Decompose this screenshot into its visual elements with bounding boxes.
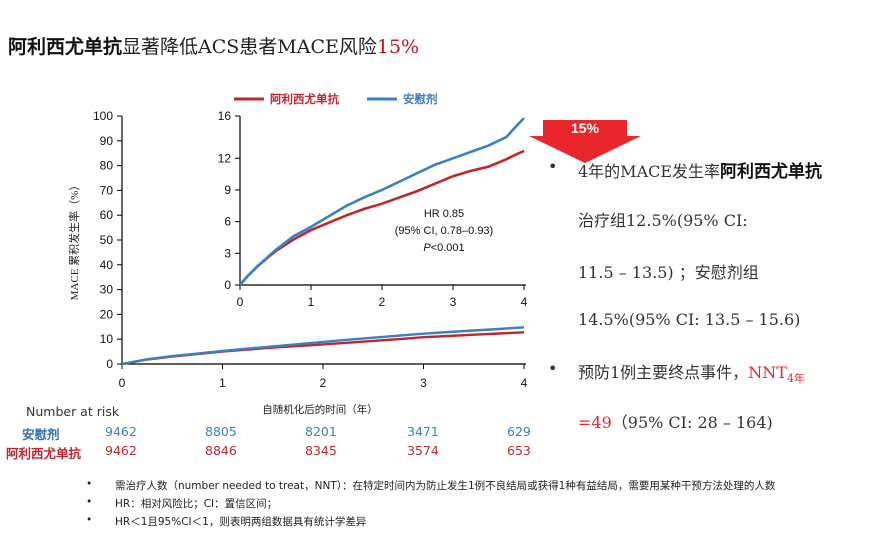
x-tick-label: 4 bbox=[521, 376, 528, 390]
finding-2-nnt-value: =49 bbox=[578, 413, 612, 432]
hr-ci-label: (95% CI, 0.78–0.93) bbox=[395, 225, 493, 237]
risk-row-label-placebo: 安慰剂 bbox=[22, 427, 60, 442]
y-tick-label: 90 bbox=[100, 134, 114, 148]
inset-x-tick-label: 3 bbox=[450, 295, 457, 309]
main-series-drug bbox=[121, 331, 525, 366]
finding-2-ci: （95% CI: 28 – 164) bbox=[611, 413, 773, 432]
y-tick-label: 70 bbox=[100, 183, 114, 197]
finding-1-line2: 治疗组12.5%(95% CI: bbox=[578, 211, 748, 230]
risk-value: 629 bbox=[507, 424, 531, 439]
bullet-icon: • bbox=[86, 514, 93, 526]
title-percent: 15% bbox=[376, 36, 420, 58]
footnote-1: 需治疗人数（number needed to treat，NNT）：在特定时间内… bbox=[115, 480, 776, 492]
x-tick-label: 0 bbox=[119, 376, 126, 390]
inset-y-tick-label: 12 bbox=[218, 151, 232, 165]
x-tick-label: 2 bbox=[320, 376, 327, 390]
title-drug: 阿利西尤单抗 bbox=[8, 36, 123, 58]
risk-value: 653 bbox=[507, 443, 531, 458]
y-tick-label: 80 bbox=[100, 159, 114, 173]
inset-x-tick-label: 1 bbox=[308, 295, 315, 309]
inset-y-tick-label: 9 bbox=[224, 183, 231, 197]
footnote-3: HR＜1且95%CI＜1，则表明两组数据具有统计学差异 bbox=[115, 516, 367, 528]
inset-y-tick-label: 16 bbox=[218, 109, 232, 123]
page-title: 阿利西尤单抗显著降低ACS患者MACE风险15% bbox=[8, 32, 419, 59]
bullet-icon: • bbox=[548, 359, 558, 378]
risk-value: 9462 bbox=[105, 424, 137, 439]
finding-1-lead: 4年的MACE发生率 bbox=[578, 162, 721, 181]
y-tick-label: 100 bbox=[93, 109, 113, 123]
y-tick-label: 40 bbox=[100, 258, 114, 272]
title-main: 显著降低ACS患者MACE风险 bbox=[122, 36, 377, 58]
risk-value: 8345 bbox=[305, 443, 337, 458]
bullet-icon: • bbox=[548, 157, 558, 176]
legend-label-drug: 阿利西尤单抗 bbox=[270, 92, 339, 106]
x-tick-label: 1 bbox=[219, 376, 226, 390]
y-tick-label: 0 bbox=[106, 357, 113, 371]
footnote-2: HR：相对风险比；CI：置信区间； bbox=[115, 498, 278, 510]
risk-row-label-drug: 阿利西尤单抗 bbox=[6, 446, 82, 461]
bullet-icon: • bbox=[86, 496, 93, 508]
hr-label: HR 0.85 bbox=[424, 208, 464, 220]
risk-value: 8201 bbox=[305, 424, 337, 439]
x-tick-label: 3 bbox=[420, 376, 427, 390]
bullet-icon: • bbox=[86, 478, 93, 490]
inset-x-tick-label: 2 bbox=[379, 295, 386, 309]
y-axis-title: MACE 累积发生率（%） bbox=[67, 180, 81, 301]
finding-1-drug: 阿利西尤单抗 bbox=[720, 162, 823, 182]
inset-y-tick-label: 6 bbox=[224, 215, 231, 229]
y-tick-label: 10 bbox=[100, 332, 114, 346]
inset-y-tick-label: 3 bbox=[224, 246, 231, 260]
inset-x-tick-label: 4 bbox=[521, 295, 528, 309]
risk-value: 9462 bbox=[105, 443, 137, 458]
x-axis-title: 自随机化后的时间（年） bbox=[262, 403, 378, 416]
risk-table-header: Number at risk bbox=[26, 404, 120, 419]
y-tick-label: 60 bbox=[100, 208, 114, 222]
inset-background bbox=[198, 92, 536, 318]
risk-value: 8846 bbox=[205, 443, 237, 458]
reduction-arrow-icon bbox=[529, 120, 641, 163]
main-series-placebo bbox=[121, 326, 525, 366]
finding-2-lead: 预防1例主要终点事件， bbox=[578, 363, 749, 382]
finding-2-nnt: NNT bbox=[748, 363, 787, 382]
finding-1-line3: 11.5 – 13.5) ；安慰剂组 bbox=[578, 263, 759, 282]
risk-value: 3471 bbox=[407, 424, 439, 439]
legend-label-placebo: 安慰剂 bbox=[403, 92, 438, 106]
y-tick-label: 50 bbox=[100, 233, 114, 247]
inset-y-tick-label: 0 bbox=[224, 278, 231, 292]
risk-value: 8805 bbox=[205, 424, 237, 439]
finding-1-line4: 14.5%(95% CI: 13.5 – 15.6) bbox=[578, 310, 801, 329]
inset-x-tick-label: 0 bbox=[237, 295, 244, 309]
reduction-percent: 15% bbox=[571, 120, 600, 136]
inset-series-placebo bbox=[239, 117, 525, 286]
risk-value: 3574 bbox=[407, 443, 439, 458]
finding-2-nnt-sub: 4年 bbox=[786, 372, 805, 386]
p-value-label: P<0.001 bbox=[423, 242, 464, 254]
y-tick-label: 30 bbox=[100, 283, 114, 297]
y-tick-label: 20 bbox=[100, 307, 114, 321]
